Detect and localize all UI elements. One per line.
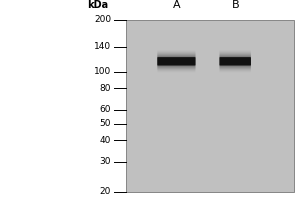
Text: 20: 20: [100, 188, 111, 196]
Text: 50: 50: [100, 119, 111, 128]
Text: 40: 40: [100, 136, 111, 145]
FancyBboxPatch shape: [157, 54, 196, 69]
Text: 200: 200: [94, 16, 111, 24]
FancyBboxPatch shape: [220, 56, 251, 67]
Text: A: A: [172, 0, 180, 10]
FancyBboxPatch shape: [220, 57, 251, 66]
FancyBboxPatch shape: [157, 55, 196, 68]
FancyBboxPatch shape: [157, 56, 196, 67]
FancyBboxPatch shape: [220, 54, 251, 69]
Text: B: B: [231, 0, 239, 10]
FancyBboxPatch shape: [157, 57, 196, 66]
Text: 30: 30: [100, 157, 111, 166]
FancyBboxPatch shape: [220, 53, 251, 70]
Text: 140: 140: [94, 42, 111, 51]
FancyBboxPatch shape: [220, 55, 251, 68]
Text: 60: 60: [100, 105, 111, 114]
Text: kDa: kDa: [87, 0, 108, 10]
FancyBboxPatch shape: [126, 20, 294, 192]
Text: 80: 80: [100, 84, 111, 93]
Text: 100: 100: [94, 67, 111, 76]
FancyBboxPatch shape: [157, 53, 196, 70]
